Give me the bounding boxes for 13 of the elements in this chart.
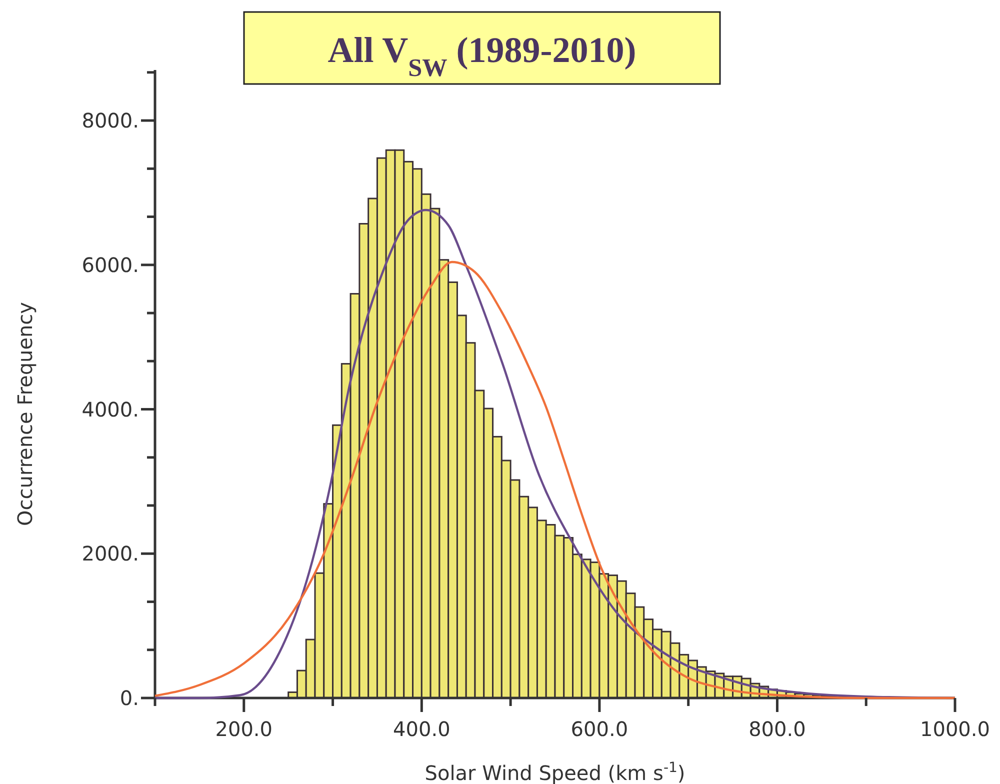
x-tick-label: 800.0	[748, 717, 806, 741]
chart-title: All V$_{SW}$ (1989-2010)	[328, 30, 636, 82]
y-tick-label: 6000.	[82, 252, 139, 277]
x-tick-label: 600.0	[570, 717, 628, 741]
x-axis-title: Solar Wind Speed (km s$^{-1}$)	[424, 760, 686, 784]
y-tick-label: 4000.	[82, 397, 139, 422]
y-axis-title: Occurrence Frequency	[13, 302, 37, 526]
y-tick-label: 2000.	[82, 542, 139, 566]
x-tick-label: 1000.0	[920, 717, 990, 741]
x-tick-label: 400.0	[393, 717, 450, 741]
y-tick-label: 8000.	[82, 108, 139, 133]
x-tick-label: 200.0	[215, 717, 273, 741]
y-tick-label: 0.	[120, 686, 139, 710]
